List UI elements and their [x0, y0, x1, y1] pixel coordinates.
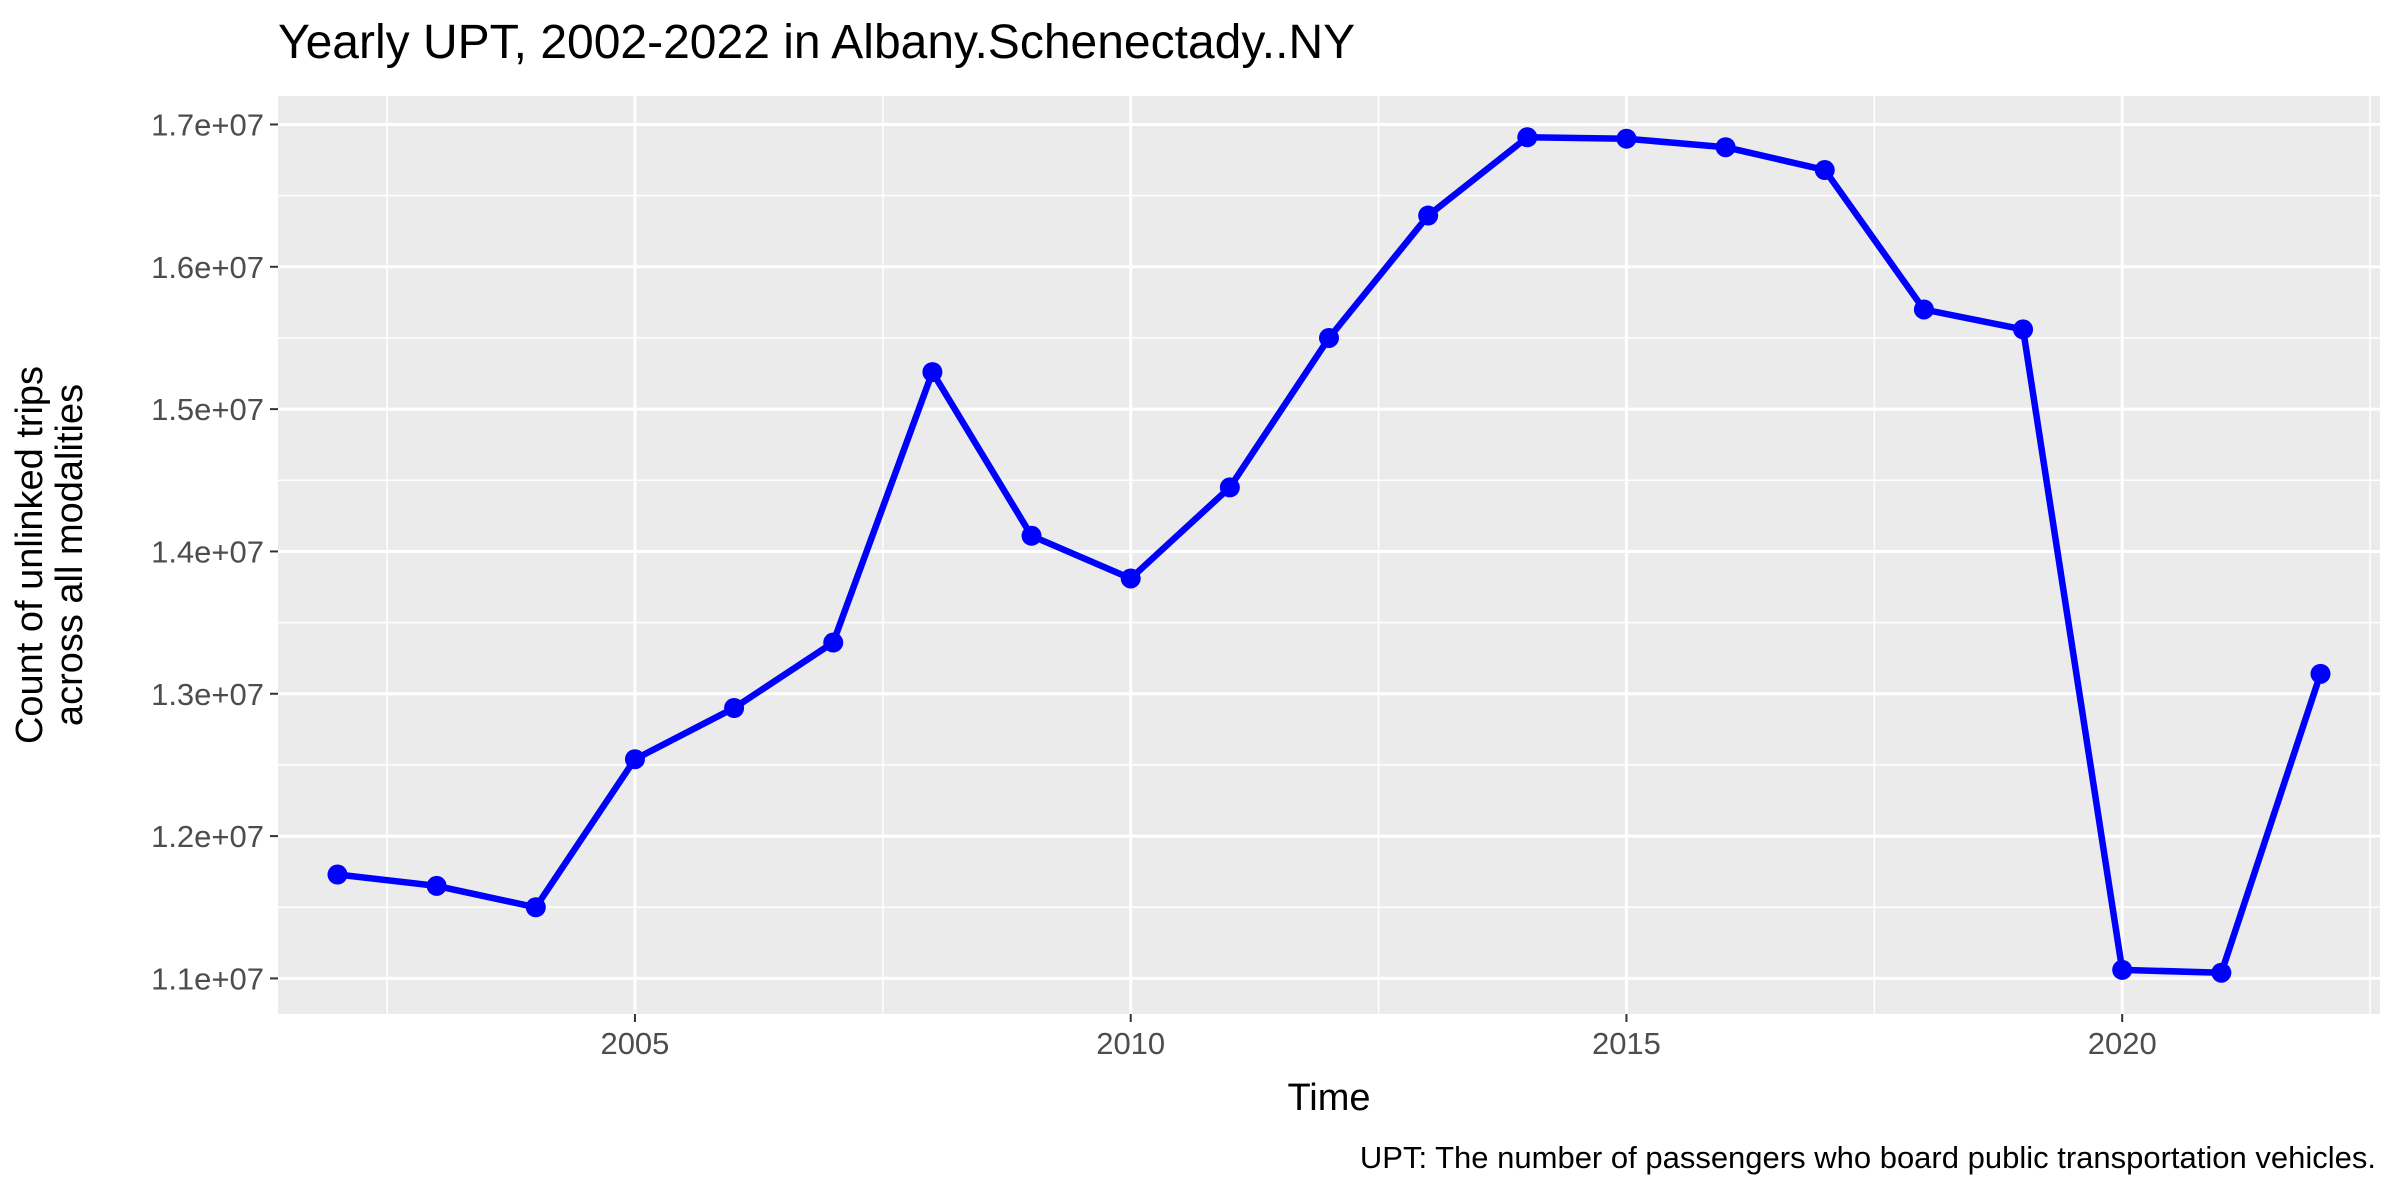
y-tick-label: 1.7e+07	[151, 107, 264, 142]
x-axis: 2005 2010 2015 2020	[600, 1014, 2157, 1061]
major-gridlines	[278, 96, 2380, 1014]
x-tick-label: 2020	[2088, 1026, 2157, 1061]
y-axis-title-line-2: across all modalities	[49, 384, 91, 726]
chart-caption: UPT: The number of passengers who board …	[1360, 1140, 2376, 1175]
data-point	[1913, 299, 1934, 320]
y-axis-title-line-1: Count of unlinked trips	[9, 366, 51, 744]
y-tick-label: 1.2e+07	[151, 819, 264, 854]
data-point	[426, 875, 447, 896]
data-point	[823, 632, 844, 653]
y-tick-label: 1.4e+07	[151, 534, 264, 569]
data-point	[2310, 663, 2331, 684]
y-tick-label: 1.3e+07	[151, 677, 264, 712]
data-point	[1814, 160, 1835, 181]
data-point	[624, 749, 645, 770]
data-point	[1219, 477, 1240, 498]
data-point	[1021, 525, 1042, 546]
chart-title: Yearly UPT, 2002-2022 in Albany.Schenect…	[278, 16, 1355, 69]
data-point	[922, 362, 943, 383]
data-point	[2013, 319, 2034, 340]
x-tick-label: 2010	[1096, 1026, 1165, 1061]
data-point	[1715, 137, 1736, 158]
data-point	[1517, 127, 1538, 148]
plot-panel	[278, 96, 2380, 1014]
x-axis-title: Time	[1287, 1077, 1370, 1119]
series-layer	[327, 127, 2331, 983]
x-tick-label: 2005	[600, 1026, 669, 1061]
data-point	[327, 864, 348, 885]
y-tick-label: 1.5e+07	[151, 392, 264, 427]
data-point	[2112, 959, 2133, 980]
y-tick-label: 1.6e+07	[151, 250, 264, 285]
data-point	[724, 698, 745, 718]
data-point	[525, 897, 546, 918]
y-axis-title: Count of unlinked trips across all modal…	[9, 366, 91, 744]
data-point	[1120, 568, 1141, 589]
data-point	[1616, 128, 1637, 149]
data-point	[2211, 962, 2232, 983]
data-point	[1319, 327, 1339, 348]
x-tick-label: 2015	[1592, 1026, 1661, 1061]
y-axis: 1.1e+07 1.2e+07 1.3e+07 1.4e+07 1.5e+07 1.6e+…	[151, 107, 278, 996]
data-point	[1418, 205, 1439, 226]
y-tick-label: 1.1e+07	[151, 961, 264, 996]
